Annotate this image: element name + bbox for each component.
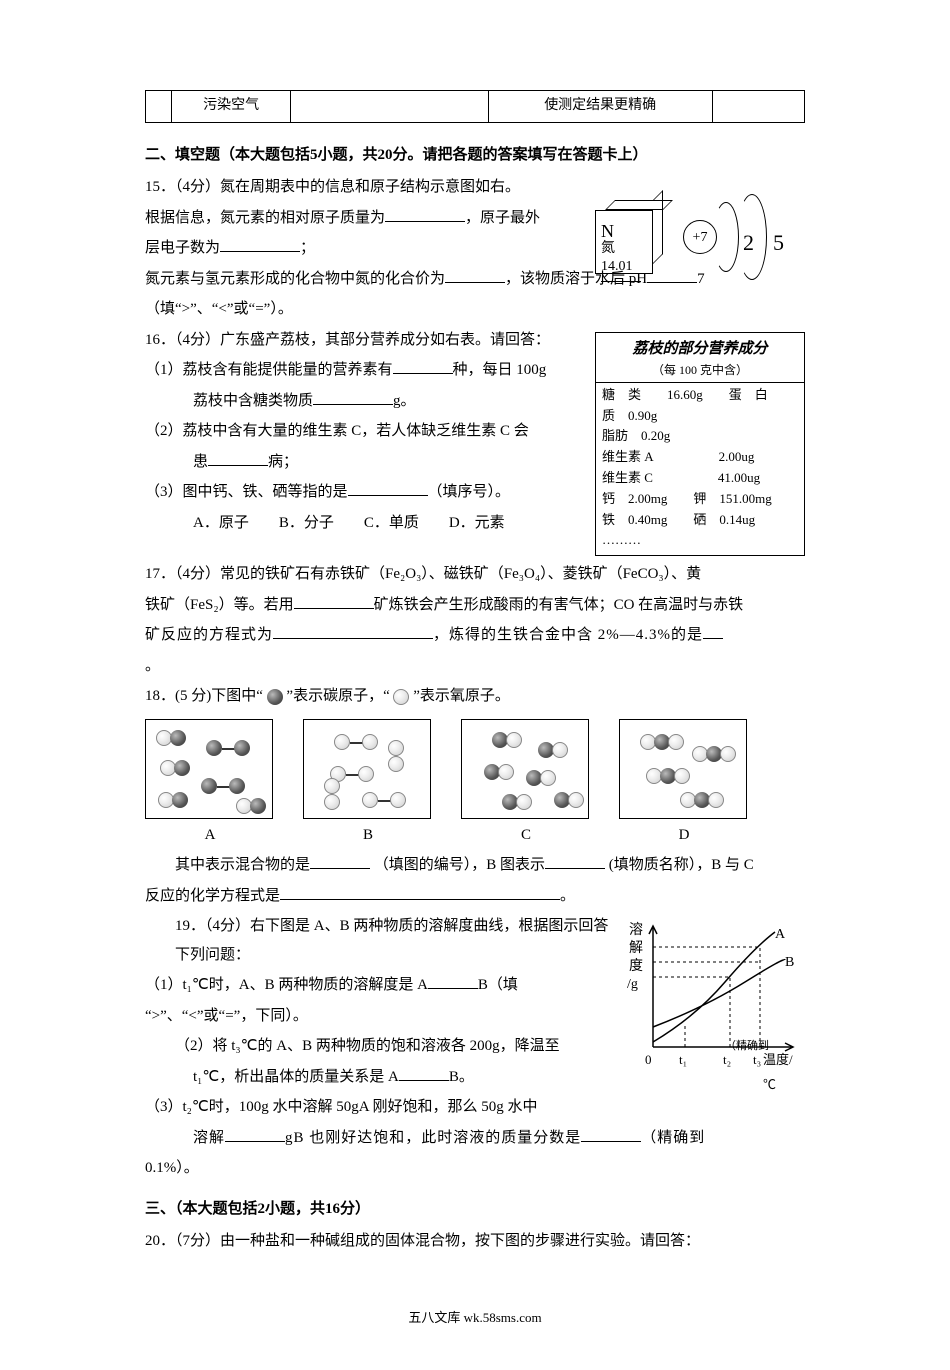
row: 维生素 C 41.00ug — [602, 468, 798, 489]
blank — [393, 358, 453, 375]
blank — [294, 592, 374, 609]
box-title: 荔枝的部分营养成分 — [602, 337, 798, 361]
q19-3: （3）t₂℃时，100g 水中溶解 50gA 刚好饱和，那么 50g 水中 — [145, 1093, 805, 1122]
cell: 使测定结果更精确 — [488, 91, 712, 123]
q18-l3: 反应的化学方程式是。 — [145, 882, 805, 911]
q15-head: 15．（4分）氮在周期表中的信息和原子结构示意图如右。 — [145, 173, 805, 202]
section-2-title: 二、填空题（本大题包括5小题，共20分。请把各题的答案填写在答题卡上） — [145, 141, 805, 170]
dots: ……… — [602, 530, 798, 551]
label-a: A — [145, 821, 275, 850]
curve-b-label: B — [785, 950, 794, 977]
q18-l2: 其中表示混合物的是 （填图的编号），B 图表示 (填物质名称），B 与 C — [145, 851, 805, 880]
blank — [280, 883, 560, 900]
cell — [146, 91, 172, 123]
row: 钙 2.00mg 钾 151.00mg — [602, 489, 798, 510]
cell: 污染空气 — [172, 91, 291, 123]
partial-table: 污染空气 使测定结果更精确 — [145, 90, 805, 123]
row: 维生素 A 2.00ug — [602, 447, 798, 468]
shell-1 — [713, 202, 739, 272]
blank — [399, 1064, 449, 1081]
blank — [208, 449, 268, 466]
lychee-nutrition-box: 荔枝的部分营养成分 （每 100 克中含） 糖 类 16.60g 蛋 白 质 0… — [595, 332, 805, 557]
solubility-graph: 溶 解 度 /g A B 0 t₁ t₂ t₃ 温度/℃ （精确到 — [625, 912, 805, 1072]
q19-3b: 溶解gB 也刚好达饱和，此时溶液的质量分数是（精确到 — [145, 1124, 805, 1153]
red-annotation: （精确到 — [725, 1036, 769, 1057]
label-d: D — [619, 821, 749, 850]
curve-a-label: A — [775, 922, 785, 949]
cell — [712, 91, 804, 123]
carbon-icon — [267, 689, 283, 705]
blank — [310, 853, 370, 870]
section-3-title: 三、（本大题包括2小题，共16分） — [145, 1195, 805, 1224]
diagram-a — [145, 719, 273, 819]
q17-l1: 17．（4分）常见的铁矿石有赤铁矿（Fe₂O₃）、磁铁矿（Fe₃O₄）、菱铁矿（… — [145, 560, 805, 589]
blank — [273, 623, 433, 640]
diagram-c — [461, 719, 589, 819]
q17-l2: 铁矿（FeS₂）等。若用矿炼铁会产生形成酸雨的有害气体；CO 在高温时与赤铁 — [145, 591, 805, 620]
electrons-2: 5 — [773, 222, 784, 264]
electrons-1: 2 — [743, 222, 754, 264]
q19-3c: 0.1%）。 — [145, 1154, 805, 1183]
label-b: B — [303, 821, 433, 850]
blank — [220, 236, 300, 253]
blank — [225, 1125, 285, 1142]
diagram-b — [303, 719, 431, 819]
q17-l3: 矿反应的方程式为，炼得的生铁合金中含 2%—4.3%的是 — [145, 621, 805, 650]
blank — [703, 623, 723, 640]
blank — [545, 853, 605, 870]
diagram-d — [619, 719, 747, 819]
nitrogen-figure: N 氮 14.01 +7 2 5 — [595, 200, 815, 300]
blank — [428, 973, 478, 990]
q17-l4: 。 — [145, 652, 805, 681]
q20: 20．（7分）由一种盐和一种碱组成的固体混合物，按下图的步骤进行实验。请回答： — [145, 1227, 805, 1256]
label-c: C — [461, 821, 591, 850]
blank — [445, 266, 505, 283]
blank — [581, 1125, 641, 1142]
row: 糖 类 16.60g 蛋 白 质 0.90g — [602, 385, 798, 427]
atomic-mass: 14.01 — [601, 254, 641, 282]
box-sub: （每 100 克中含） — [602, 361, 798, 380]
nucleus: +7 — [683, 220, 717, 254]
blank — [348, 480, 428, 497]
blank — [385, 205, 465, 222]
cell — [290, 91, 488, 123]
row: 铁 0.40mg 硒 0.14ug — [602, 510, 798, 531]
oxygen-icon — [393, 689, 409, 705]
molecule-diagrams: A B C D — [145, 719, 805, 850]
row: 脂肪 0.20g — [602, 426, 798, 447]
page-footer: 五八文库 wk.58sms.com — [145, 1306, 805, 1331]
blank — [313, 388, 393, 405]
q18-head: 18．(5 分)下图中“ ”表示碳原子，“ ”表示氧原子。 — [145, 682, 805, 711]
